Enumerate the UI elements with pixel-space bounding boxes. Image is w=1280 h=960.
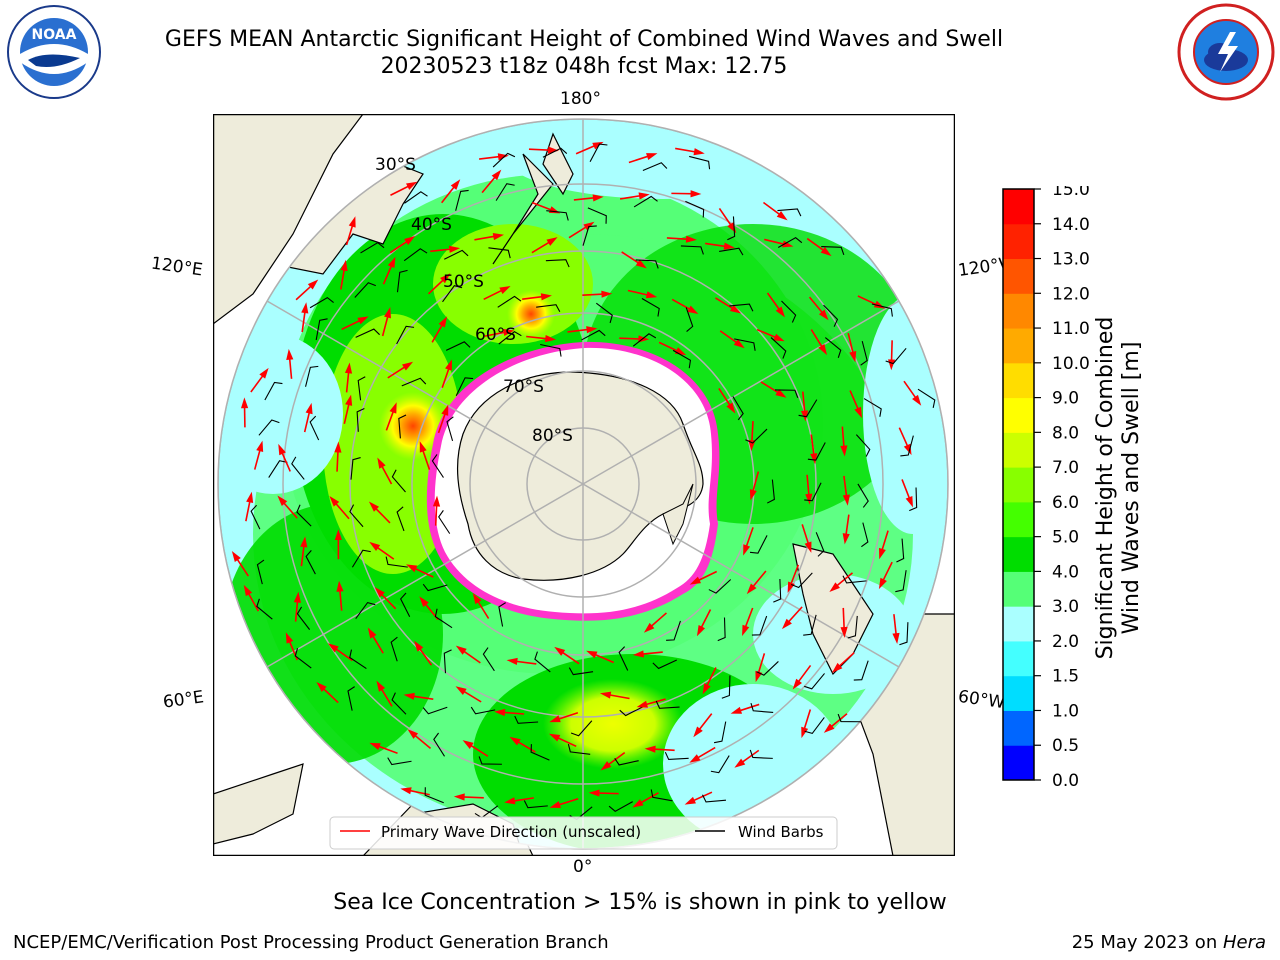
colorbar-tick-label: 5.0 — [1052, 528, 1079, 548]
colorbar-tick-label: 7.0 — [1052, 458, 1079, 478]
colorbar-swatch — [1003, 502, 1034, 537]
sea-ice-note: Sea Ice Concentration > 15% is shown in … — [0, 890, 1280, 915]
lon-label-0: 0° — [573, 857, 592, 877]
colorbar-tick-label: 13.0 — [1052, 250, 1090, 270]
colorbar-swatch — [1003, 710, 1034, 745]
colorbar-swatch — [1003, 189, 1034, 224]
colorbar-tick-label: 10.0 — [1052, 354, 1090, 374]
colorbar-tick-label: 11.0 — [1052, 319, 1090, 339]
nws-logo — [1176, 2, 1276, 102]
colorbar-tick-label: 2.0 — [1052, 632, 1079, 652]
lat-label-40: 40°S — [411, 215, 452, 235]
polar-map: 30°S 40°S 50°S 60°S 70°S 80°S Primary Wa… — [213, 114, 955, 856]
colorbar-tick-label: 9.0 — [1052, 389, 1079, 409]
colorbar-label-line2: Wind Waves and Swell [m] — [1119, 308, 1145, 668]
colorbar-tick-label: 3.0 — [1052, 597, 1079, 617]
colorbar-tick-label: 8.0 — [1052, 423, 1079, 443]
colorbar-swatch — [1003, 363, 1034, 398]
colorbar-swatch — [1003, 259, 1034, 294]
colorbar-swatch — [1003, 224, 1034, 259]
colorbar-tick-label: 1.0 — [1052, 701, 1079, 721]
colorbar-swatch — [1003, 606, 1034, 641]
footer-left: NCEP/EMC/Verification Post Processing Pr… — [13, 932, 609, 953]
colorbar-tick-label: 4.0 — [1052, 562, 1079, 582]
colorbar-swatch — [1003, 467, 1034, 502]
colorbar: 15.0 14.0 13.0 12.0 11.0 10.0 9.0 8.0 7.0 6.0 5.0 4… — [1000, 186, 1100, 786]
lat-label-60: 60°S — [475, 325, 516, 345]
lat-label-30: 30°S — [375, 155, 416, 175]
colorbar-tick-label: 12.0 — [1052, 284, 1090, 304]
lon-label-60w: 60°W — [957, 687, 1006, 713]
colorbar-tick-label: 1.5 — [1052, 667, 1079, 687]
lon-label-60e: 60°E — [162, 687, 205, 712]
colorbar-tick-label: 0.0 — [1052, 771, 1079, 786]
colorbar-label-line1: Significant Height of Combined — [1093, 308, 1119, 668]
noaa-logo: NOAA — [6, 4, 102, 100]
lat-label-50: 50°S — [443, 272, 484, 292]
colorbar-tick-label: 14.0 — [1052, 215, 1090, 235]
legend-wind-barbs: Wind Barbs — [738, 823, 824, 841]
colorbar-swatch — [1003, 676, 1034, 711]
footer-right: 25 May 2023 on Hera — [1072, 932, 1266, 953]
colorbar-swatch — [1003, 328, 1034, 363]
colorbar-swatch — [1003, 641, 1034, 676]
colorbar-tick-label: 15.0 — [1052, 186, 1090, 200]
chart-subtitle: 20230523 t18z 048h fcst Max: 12.75 — [0, 54, 1168, 80]
map-legend: Primary Wave Direction (unscaled) Wind B… — [330, 817, 837, 849]
svg-text:NOAA: NOAA — [32, 27, 77, 43]
colorbar-swatch — [1003, 571, 1034, 606]
chart-title: GEFS MEAN Antarctic Significant Height o… — [0, 27, 1168, 53]
colorbar-swatch — [1003, 293, 1034, 328]
colorbar-swatch — [1003, 432, 1034, 467]
colorbar-swatch — [1003, 745, 1034, 780]
lat-label-80: 80°S — [532, 426, 573, 446]
colorbar-swatch — [1003, 537, 1034, 572]
colorbar-tick-label: 6.0 — [1052, 493, 1079, 513]
colorbar-swatch — [1003, 398, 1034, 433]
lon-label-120e: 120°E — [150, 253, 204, 280]
colorbar-tick-label: 0.5 — [1052, 736, 1079, 756]
legend-wave-direction: Primary Wave Direction (unscaled) — [381, 823, 641, 841]
lon-label-180: 180° — [560, 89, 601, 109]
lat-label-70: 70°S — [503, 377, 544, 397]
